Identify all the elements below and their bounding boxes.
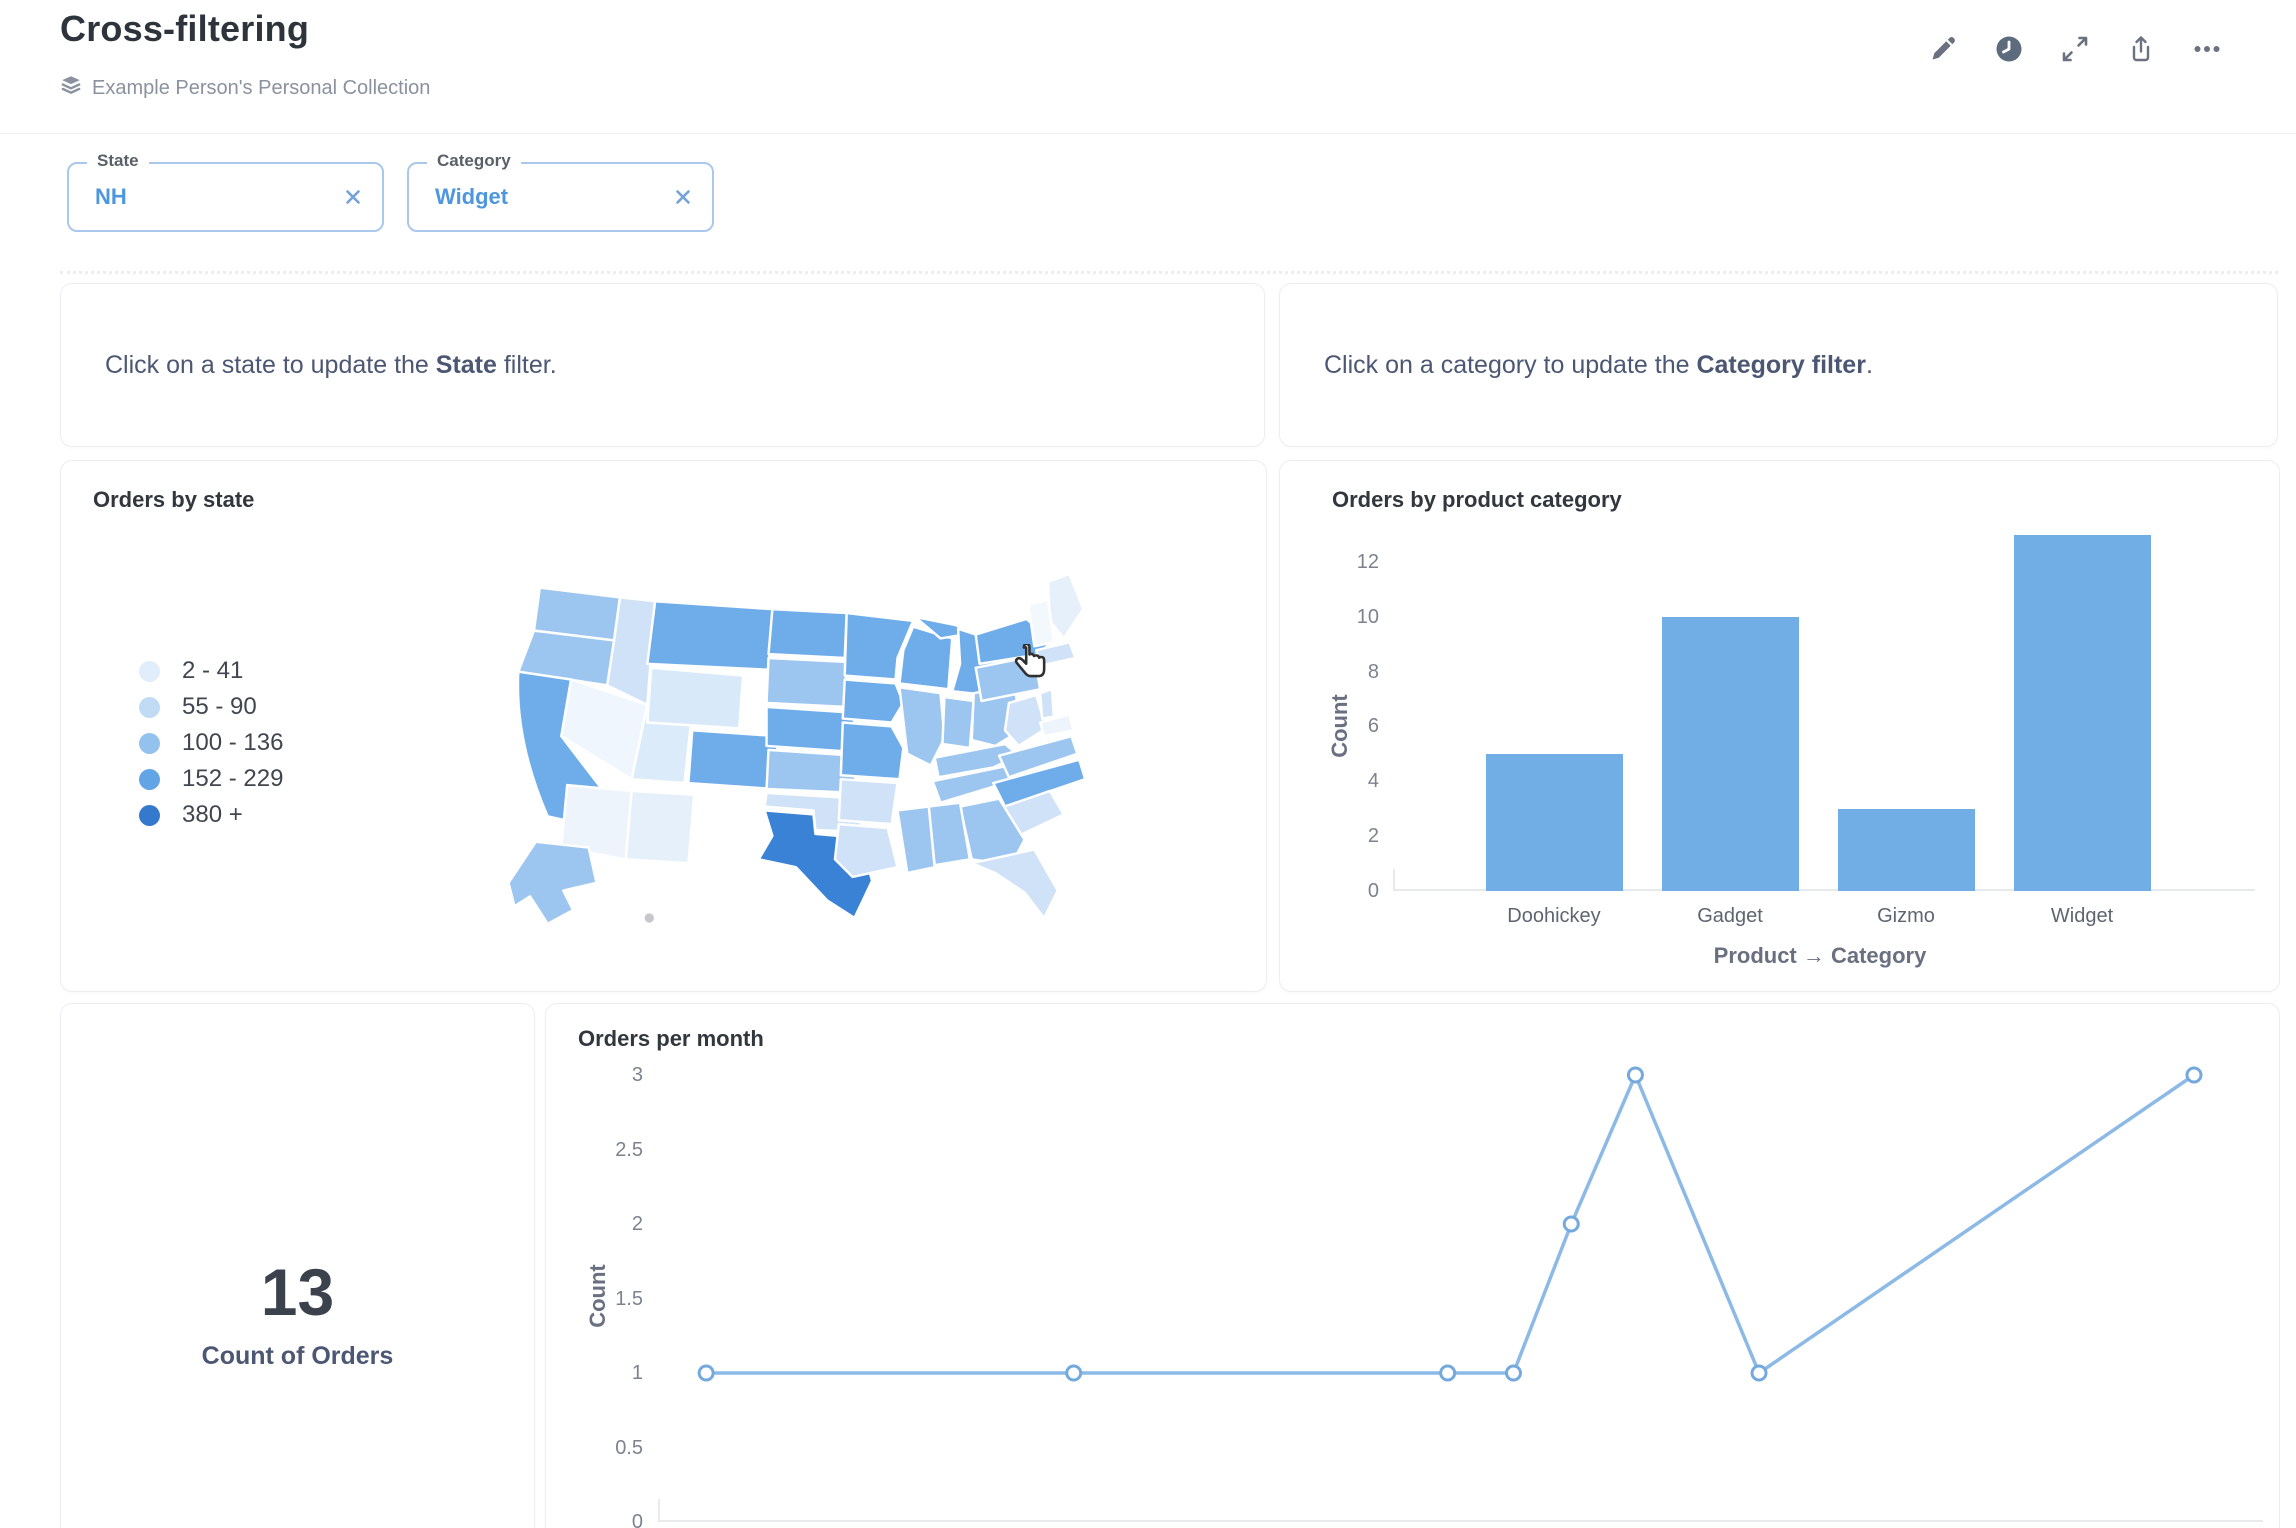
card-title: Orders by product category (1332, 487, 1622, 512)
fullscreen-button[interactable] (2060, 34, 2090, 64)
scalar-wrap: 13 Count of Orders (61, 1254, 534, 1371)
page-title: Cross-filtering (60, 8, 310, 49)
clock-history-button[interactable] (1994, 34, 2024, 64)
line-data-point[interactable] (2185, 1066, 2203, 1084)
dashboard-grid-dots (60, 271, 2278, 274)
filter-value[interactable]: Widget (435, 184, 509, 209)
bar-y-tick: 10 (1356, 605, 1379, 628)
clear-filter-icon[interactable] (672, 186, 694, 208)
line-y-tick: 2.5 (615, 1138, 643, 1161)
line-series-path (706, 1070, 2195, 1376)
bar-x-tick: Doohickey (1507, 905, 1601, 927)
line-data-point[interactable] (1750, 1364, 1768, 1382)
map-legend: 2 - 41 55 - 90 100 - 136 152 - 229 380 + (139, 653, 283, 833)
hint-text: . (1865, 350, 1873, 379)
us-choropleth-map[interactable] (446, 547, 1091, 941)
line-y-tick: 0 (631, 1511, 643, 1528)
hint-text: filter. (496, 350, 557, 379)
legend-item: 100 - 136 (139, 725, 283, 761)
legend-item: 380 + (139, 797, 283, 833)
hint-bold: State (435, 350, 497, 379)
filter-label: Category (427, 151, 521, 171)
legend-dot (139, 804, 160, 826)
scalar-value: 13 (260, 1255, 335, 1329)
card-orders-by-state[interactable]: Orders by state 2 - 41 55 - 90 100 - 136 15… (60, 460, 1267, 992)
legend-label: 380 + (182, 801, 243, 828)
header-actions (1928, 34, 2222, 64)
legend-item: 2 - 41 (139, 653, 283, 689)
legend-item: 55 - 90 (139, 689, 283, 725)
legend-label: 2 - 41 (182, 657, 244, 684)
layers-icon (60, 74, 82, 102)
legend-label: 100 - 136 (182, 729, 284, 756)
legend-dot (139, 732, 160, 754)
filter-label: State (87, 151, 149, 171)
line-data-point[interactable] (1065, 1364, 1083, 1382)
scalar-label: Count of Orders (201, 1342, 394, 1370)
bar-y-tick: 12 (1356, 550, 1379, 573)
bar-x-tick: Gadget (1697, 905, 1763, 927)
hand-cursor (1014, 644, 1046, 678)
line-data-point[interactable] (697, 1364, 715, 1382)
bar-x-axis-line (1393, 889, 2255, 891)
bar-widget[interactable] (2013, 534, 2151, 891)
hint-text: Click on a category to update the (1324, 350, 1697, 379)
legend-item: 152 - 229 (139, 761, 283, 797)
line-data-point[interactable] (1562, 1215, 1580, 1233)
legend-dot (139, 696, 160, 718)
card-title: Orders by state (93, 487, 255, 512)
bar-y-tick: 4 (1367, 770, 1379, 793)
line-y-tick: 1 (631, 1362, 643, 1384)
text-card-state-hint: Click on a state to update the State fil… (60, 283, 1265, 447)
card-orders-by-category[interactable]: Orders by product category Count 0 2 4 6 8 10… (1279, 460, 2280, 992)
legend-dot (139, 768, 160, 790)
clear-filter-icon[interactable] (342, 186, 364, 208)
line-data-point[interactable] (1504, 1364, 1522, 1382)
line-data-point[interactable] (1439, 1364, 1457, 1382)
bar-y-tick: 6 (1367, 715, 1379, 738)
filter-chip-category[interactable]: Category Widget (407, 151, 714, 232)
card-count-of-orders[interactable]: 13 Count of Orders (60, 1003, 535, 1528)
text-card-category-hint: Click on a category to update the Catego… (1279, 283, 2278, 447)
line-chart[interactable] (658, 1042, 2263, 1528)
hint-text: Click on a state to update the (105, 350, 436, 379)
bar-x-tick: Widget (2050, 905, 2114, 927)
collection-name: Example Person's Personal Collection (92, 76, 431, 99)
card-title: Orders per month (578, 1026, 764, 1051)
bar-x-axis-label: Product → Category (1713, 943, 1927, 968)
bar-x-tick: Gizmo (1877, 905, 1935, 927)
hint-bold: Category filter (1696, 350, 1866, 379)
edit-pencil-button[interactable] (1928, 34, 1958, 64)
bar-y-tick: 8 (1367, 660, 1379, 683)
filter-value[interactable]: NH (95, 184, 127, 209)
dashboard-header: Cross-filtering Example Person's Persona… (0, 0, 2296, 134)
bar-y-axis-line (1393, 869, 1395, 891)
collection-breadcrumb[interactable]: Example Person's Personal Collection (60, 74, 430, 102)
line-y-tick: 2 (631, 1213, 643, 1235)
share-button[interactable] (2126, 34, 2156, 64)
card-orders-per-month[interactable]: Orders per month Count 3 2.5 2 1.5 1 0.5 0 (545, 1003, 2280, 1528)
bar-plot-area[interactable] (1395, 461, 2245, 891)
line-y-tick: 0.5 (615, 1436, 643, 1459)
line-y-tick: 1.5 (615, 1287, 643, 1310)
bar-gadget[interactable] (1661, 616, 1799, 891)
more-menu-button[interactable] (2192, 34, 2222, 64)
filter-chip-state[interactable]: State NH (67, 151, 384, 232)
bar-doohickey[interactable] (1485, 753, 1623, 891)
bar-gizmo[interactable] (1837, 808, 1975, 891)
legend-label: 55 - 90 (182, 693, 257, 720)
bar-y-tick: 2 (1367, 825, 1379, 848)
bar-y-tick: 0 (1367, 880, 1379, 902)
legend-dot (139, 660, 160, 682)
line-data-point[interactable] (1626, 1066, 1644, 1084)
legend-label: 152 - 229 (182, 765, 284, 792)
line-y-tick: 3 (631, 1064, 643, 1086)
